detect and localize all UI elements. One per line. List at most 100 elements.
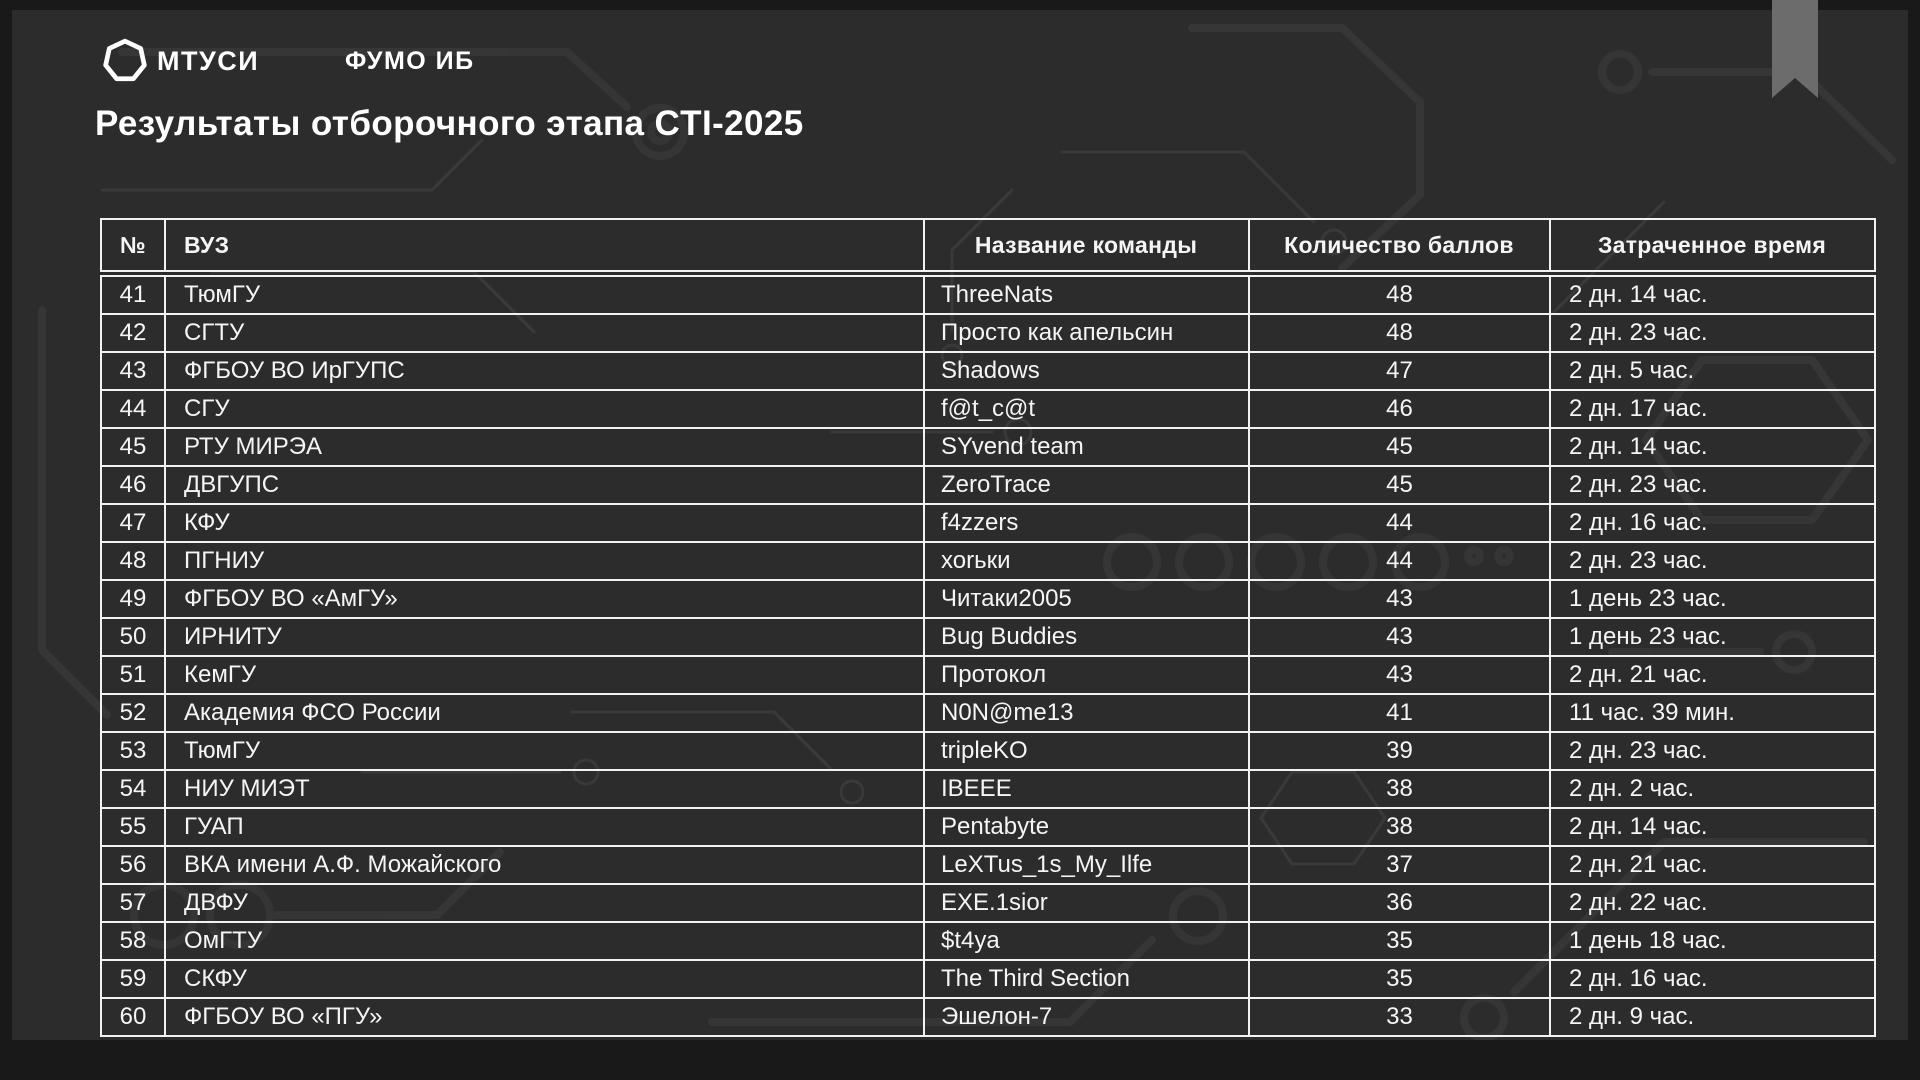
cell-time: 2 дн. 23 час. <box>1549 313 1876 353</box>
table-row: 55 ГУАП Pentabyte 38 2 дн. 14 час. <box>100 807 1876 847</box>
cell-team: Эшелон-7 <box>923 997 1250 1037</box>
cell-score: 43 <box>1248 655 1551 695</box>
cell-num: 45 <box>100 427 166 467</box>
cell-university: ТюмГУ <box>164 731 925 771</box>
table-row: 53 ТюмГУ tripleKO 39 2 дн. 23 час. <box>100 731 1876 771</box>
cell-team: f@t_c@t <box>923 389 1250 429</box>
cell-num: 57 <box>100 883 166 923</box>
column-header-num: № <box>100 218 166 277</box>
brand-logo: МТУСИ <box>102 38 259 84</box>
cell-score: 39 <box>1248 731 1551 771</box>
cell-team: N0N@me13 <box>923 693 1250 733</box>
cell-team: ZeroTrace <box>923 465 1250 505</box>
cell-num: 56 <box>100 845 166 885</box>
cell-num: 60 <box>100 997 166 1037</box>
cell-num: 48 <box>100 541 166 581</box>
cell-time: 2 дн. 17 час. <box>1549 389 1876 429</box>
table-row: 46 ДВГУПС ZeroTrace 45 2 дн. 23 час. <box>100 465 1876 505</box>
cell-university: ДВФУ <box>164 883 925 923</box>
table-row: 44 СГУ f@t_c@t 46 2 дн. 17 час. <box>100 389 1876 429</box>
header-row: № ВУЗ Название команды Количество баллов… <box>100 218 1876 277</box>
cell-team: IBEEE <box>923 769 1250 809</box>
cell-score: 46 <box>1248 389 1551 429</box>
cell-time: 2 дн. 23 час. <box>1549 465 1876 505</box>
table-row: 52 Академия ФСО России N0N@me13 41 11 час. 3… <box>100 693 1876 733</box>
cell-time: 2 дн. 21 час. <box>1549 845 1876 885</box>
cell-team: EXE.1sior <box>923 883 1250 923</box>
slide-canvas: МТУСИ ФУМО ИБ Результаты отборочного эта… <box>12 10 1908 1040</box>
cell-team: $t4ya <box>923 921 1250 961</box>
table-row: 58 ОмГТУ $t4ya 35 1 день 18 час. <box>100 921 1876 961</box>
cell-university: РТУ МИРЭА <box>164 427 925 467</box>
cell-time: 2 дн. 2 час. <box>1549 769 1876 809</box>
cell-university: ФГБОУ ВО ИрГУПС <box>164 351 925 391</box>
column-header-time: Затраченное время <box>1549 218 1876 277</box>
cell-num: 46 <box>100 465 166 505</box>
cell-team: Просто как апельсин <box>923 313 1250 353</box>
cell-score: 37 <box>1248 845 1551 885</box>
cell-time: 2 дн. 14 час. <box>1549 272 1876 315</box>
cell-team: SYvend team <box>923 427 1250 467</box>
cell-team: Протокол <box>923 655 1250 695</box>
column-header-university: ВУЗ <box>164 218 925 277</box>
cell-university: ПГНИУ <box>164 541 925 581</box>
cell-score: 41 <box>1248 693 1551 733</box>
cell-university: СГУ <box>164 389 925 429</box>
cell-score: 47 <box>1248 351 1551 391</box>
table-row: 57 ДВФУ EXE.1sior 36 2 дн. 22 час. <box>100 883 1876 923</box>
cell-num: 47 <box>100 503 166 543</box>
cell-time: 1 день 23 час. <box>1549 579 1876 619</box>
page-title: Результаты отборочного этапа CTI-2025 <box>95 104 804 143</box>
table-row: 49 ФГБОУ ВО «АмГУ» Читаки2005 43 1 день 23 ч… <box>100 579 1876 619</box>
table-row: 41 ТюмГУ ThreeNats 48 2 дн. 14 час. <box>100 272 1876 315</box>
cell-score: 48 <box>1248 272 1551 315</box>
table-row: 54 НИУ МИЭТ IBEEE 38 2 дн. 2 час. <box>100 769 1876 809</box>
cell-time: 2 дн. 23 час. <box>1549 731 1876 771</box>
table-row: 48 ПГНИУ хоrьки 44 2 дн. 23 час. <box>100 541 1876 581</box>
cell-num: 54 <box>100 769 166 809</box>
cell-score: 35 <box>1248 959 1551 999</box>
table-row: 45 РТУ МИРЭА SYvend team 45 2 дн. 14 час. <box>100 427 1876 467</box>
cell-num: 51 <box>100 655 166 695</box>
cell-university: ФГБОУ ВО «АмГУ» <box>164 579 925 619</box>
cell-university: ВКА имени А.Ф. Можайского <box>164 845 925 885</box>
cell-score: 44 <box>1248 503 1551 543</box>
cell-team: Pentabyte <box>923 807 1250 847</box>
cell-university: ГУАП <box>164 807 925 847</box>
cell-team: LeXTus_1s_My_Ilfe <box>923 845 1250 885</box>
results-table-header: № ВУЗ Название команды Количество баллов… <box>100 218 1876 277</box>
cell-team: Bug Buddies <box>923 617 1250 657</box>
table-row: 59 СКФУ The Third Section 35 2 дн. 16 час. <box>100 959 1876 999</box>
column-header-score: Количество баллов <box>1248 218 1551 277</box>
cell-time: 2 дн. 14 час. <box>1549 807 1876 847</box>
cell-num: 42 <box>100 313 166 353</box>
cell-score: 45 <box>1248 465 1551 505</box>
cell-time: 2 дн. 5 час. <box>1549 351 1876 391</box>
cell-university: СГТУ <box>164 313 925 353</box>
cell-team: Shadows <box>923 351 1250 391</box>
cell-university: ФГБОУ ВО «ПГУ» <box>164 997 925 1037</box>
cell-team: хоrьки <box>923 541 1250 581</box>
cell-num: 50 <box>100 617 166 657</box>
cell-num: 43 <box>100 351 166 391</box>
cell-time: 2 дн. 23 час. <box>1549 541 1876 581</box>
table-row: 56 ВКА имени А.Ф. Можайского LeXTus_1s_My_… <box>100 845 1876 885</box>
heptagon-outline-icon <box>103 38 147 82</box>
slide-content: МТУСИ ФУМО ИБ Результаты отборочного эта… <box>12 10 1908 1040</box>
table-row: 47 КФУ f4zzers 44 2 дн. 16 час. <box>100 503 1876 543</box>
cell-university: Академия ФСО России <box>164 693 925 733</box>
cell-team: f4zzers <box>923 503 1250 543</box>
column-header-team: Название команды <box>923 218 1250 277</box>
cell-time: 2 дн. 9 час. <box>1549 997 1876 1037</box>
cell-time: 11 час. 39 мин. <box>1549 693 1876 733</box>
cell-score: 48 <box>1248 313 1551 353</box>
cell-team: tripleKO <box>923 731 1250 771</box>
cell-university: КемГУ <box>164 655 925 695</box>
cell-university: ОмГТУ <box>164 921 925 961</box>
cell-score: 35 <box>1248 921 1551 961</box>
cell-time: 2 дн. 16 час. <box>1549 959 1876 999</box>
cell-time: 1 день 23 час. <box>1549 617 1876 657</box>
results-table: № ВУЗ Название команды Количество баллов… <box>100 218 1876 1037</box>
cell-num: 44 <box>100 389 166 429</box>
